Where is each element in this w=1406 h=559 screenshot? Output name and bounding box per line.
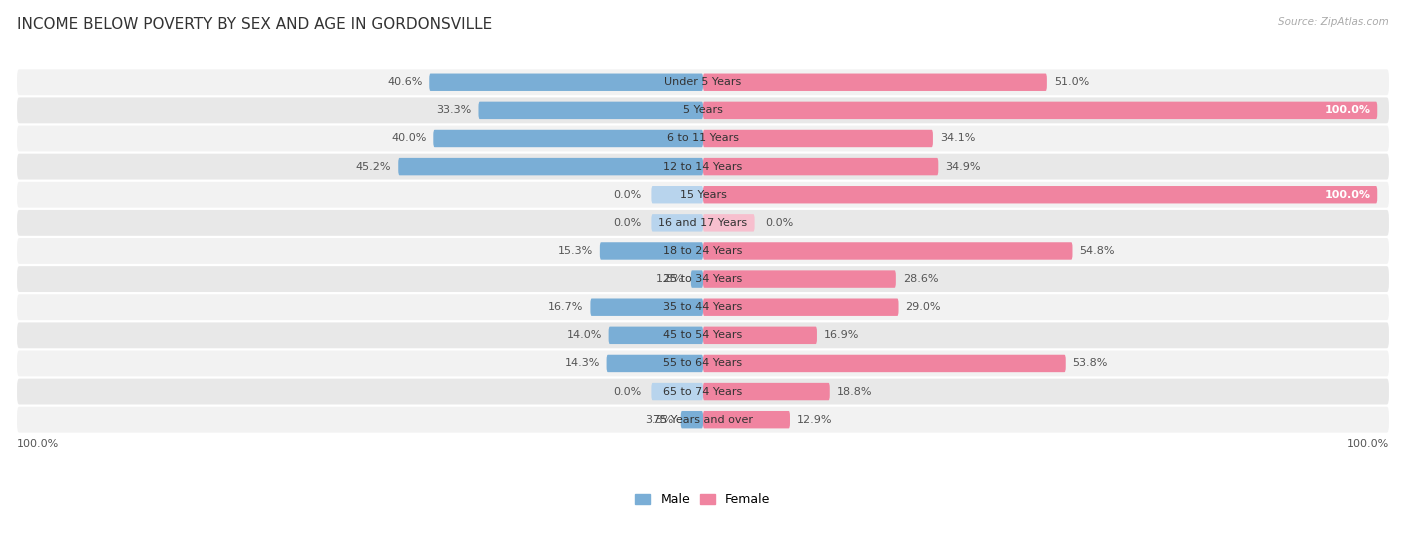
Text: 5 Years: 5 Years <box>683 105 723 115</box>
Text: 100.0%: 100.0% <box>1324 105 1371 115</box>
Text: INCOME BELOW POVERTY BY SEX AND AGE IN GORDONSVILLE: INCOME BELOW POVERTY BY SEX AND AGE IN G… <box>17 17 492 32</box>
Text: 45 to 54 Years: 45 to 54 Years <box>664 330 742 340</box>
FancyBboxPatch shape <box>703 355 1066 372</box>
Text: 100.0%: 100.0% <box>1347 439 1389 449</box>
Text: 53.8%: 53.8% <box>1073 358 1108 368</box>
FancyBboxPatch shape <box>703 186 1378 203</box>
FancyBboxPatch shape <box>703 130 934 147</box>
FancyBboxPatch shape <box>703 74 1047 91</box>
Text: 1.8%: 1.8% <box>655 274 683 284</box>
Text: 51.0%: 51.0% <box>1053 77 1090 87</box>
Text: 65 to 74 Years: 65 to 74 Years <box>664 387 742 396</box>
FancyBboxPatch shape <box>703 411 790 428</box>
FancyBboxPatch shape <box>703 299 898 316</box>
FancyBboxPatch shape <box>17 266 1389 292</box>
FancyBboxPatch shape <box>651 214 703 231</box>
Text: 15 Years: 15 Years <box>679 190 727 200</box>
FancyBboxPatch shape <box>606 355 703 372</box>
FancyBboxPatch shape <box>703 383 830 400</box>
Text: 16.7%: 16.7% <box>548 302 583 312</box>
Text: 18.8%: 18.8% <box>837 387 872 396</box>
Text: 3.3%: 3.3% <box>645 415 673 425</box>
Text: 25 to 34 Years: 25 to 34 Years <box>664 274 742 284</box>
Text: 0.0%: 0.0% <box>765 218 793 228</box>
FancyBboxPatch shape <box>703 326 817 344</box>
FancyBboxPatch shape <box>17 238 1389 264</box>
Text: 54.8%: 54.8% <box>1080 246 1115 256</box>
Text: 6 to 11 Years: 6 to 11 Years <box>666 134 740 144</box>
Legend: Male, Female: Male, Female <box>630 488 776 511</box>
FancyBboxPatch shape <box>609 326 703 344</box>
Text: 0.0%: 0.0% <box>613 190 641 200</box>
FancyBboxPatch shape <box>703 242 1073 260</box>
FancyBboxPatch shape <box>651 186 703 203</box>
Text: 29.0%: 29.0% <box>905 302 941 312</box>
FancyBboxPatch shape <box>17 350 1389 376</box>
FancyBboxPatch shape <box>17 407 1389 433</box>
FancyBboxPatch shape <box>681 411 703 428</box>
FancyBboxPatch shape <box>17 97 1389 124</box>
FancyBboxPatch shape <box>398 158 703 176</box>
Text: 40.6%: 40.6% <box>387 77 422 87</box>
Text: 40.0%: 40.0% <box>391 134 426 144</box>
Text: 16 and 17 Years: 16 and 17 Years <box>658 218 748 228</box>
Text: 16.9%: 16.9% <box>824 330 859 340</box>
Text: 15.3%: 15.3% <box>558 246 593 256</box>
FancyBboxPatch shape <box>703 271 896 288</box>
Text: 33.3%: 33.3% <box>436 105 471 115</box>
Text: 12.9%: 12.9% <box>797 415 832 425</box>
Text: 45.2%: 45.2% <box>356 162 391 172</box>
FancyBboxPatch shape <box>703 158 938 176</box>
Text: 12 to 14 Years: 12 to 14 Years <box>664 162 742 172</box>
FancyBboxPatch shape <box>17 182 1389 207</box>
FancyBboxPatch shape <box>17 210 1389 236</box>
FancyBboxPatch shape <box>429 74 703 91</box>
FancyBboxPatch shape <box>433 130 703 147</box>
FancyBboxPatch shape <box>17 69 1389 95</box>
Text: 0.0%: 0.0% <box>613 387 641 396</box>
FancyBboxPatch shape <box>600 242 703 260</box>
FancyBboxPatch shape <box>651 383 703 400</box>
FancyBboxPatch shape <box>17 294 1389 320</box>
Text: 0.0%: 0.0% <box>613 218 641 228</box>
Text: 34.9%: 34.9% <box>945 162 981 172</box>
Text: 34.1%: 34.1% <box>939 134 976 144</box>
FancyBboxPatch shape <box>17 154 1389 179</box>
FancyBboxPatch shape <box>17 378 1389 405</box>
FancyBboxPatch shape <box>703 102 1378 119</box>
FancyBboxPatch shape <box>690 271 703 288</box>
Text: 100.0%: 100.0% <box>1324 190 1371 200</box>
Text: Under 5 Years: Under 5 Years <box>665 77 741 87</box>
FancyBboxPatch shape <box>703 214 755 231</box>
Text: 75 Years and over: 75 Years and over <box>652 415 754 425</box>
Text: 35 to 44 Years: 35 to 44 Years <box>664 302 742 312</box>
FancyBboxPatch shape <box>17 323 1389 348</box>
Text: 100.0%: 100.0% <box>17 439 59 449</box>
Text: 28.6%: 28.6% <box>903 274 938 284</box>
Text: 18 to 24 Years: 18 to 24 Years <box>664 246 742 256</box>
Text: 14.3%: 14.3% <box>564 358 600 368</box>
FancyBboxPatch shape <box>478 102 703 119</box>
Text: 55 to 64 Years: 55 to 64 Years <box>664 358 742 368</box>
Text: 14.0%: 14.0% <box>567 330 602 340</box>
FancyBboxPatch shape <box>17 126 1389 151</box>
Text: Source: ZipAtlas.com: Source: ZipAtlas.com <box>1278 17 1389 27</box>
FancyBboxPatch shape <box>591 299 703 316</box>
